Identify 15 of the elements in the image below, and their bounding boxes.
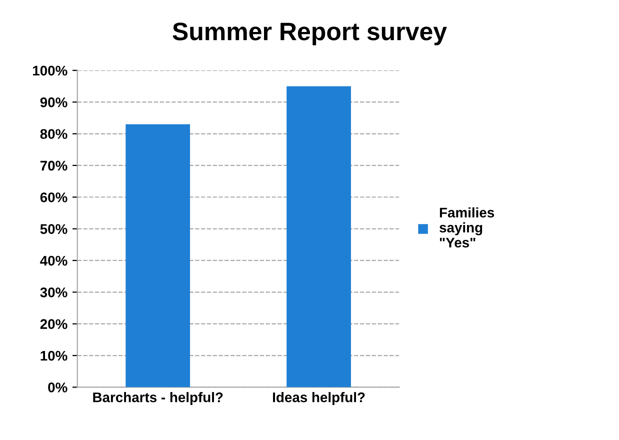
y-tick-label: 60%: [40, 192, 68, 202]
legend-label: Families saying "Yes": [440, 207, 494, 248]
y-tick-label: 100%: [33, 66, 68, 76]
y-tick-label: 40%: [40, 256, 68, 266]
y-tick-label: 0%: [48, 382, 68, 392]
y-tick-label: 10%: [40, 350, 68, 361]
chart-title: Summer Report survey: [172, 22, 447, 46]
y-tick-label: 70%: [40, 160, 68, 171]
y-tick-label: 80%: [40, 129, 68, 139]
y-tick-label: 90%: [40, 97, 68, 108]
y-tick-label: 50%: [40, 224, 68, 234]
x-tick-label: Ideas helpful?: [273, 392, 365, 406]
y-tick-label: 20%: [40, 319, 68, 330]
x-tick-label: Barcharts - helpful?: [93, 392, 223, 406]
y-tick-label: 30%: [40, 287, 68, 298]
